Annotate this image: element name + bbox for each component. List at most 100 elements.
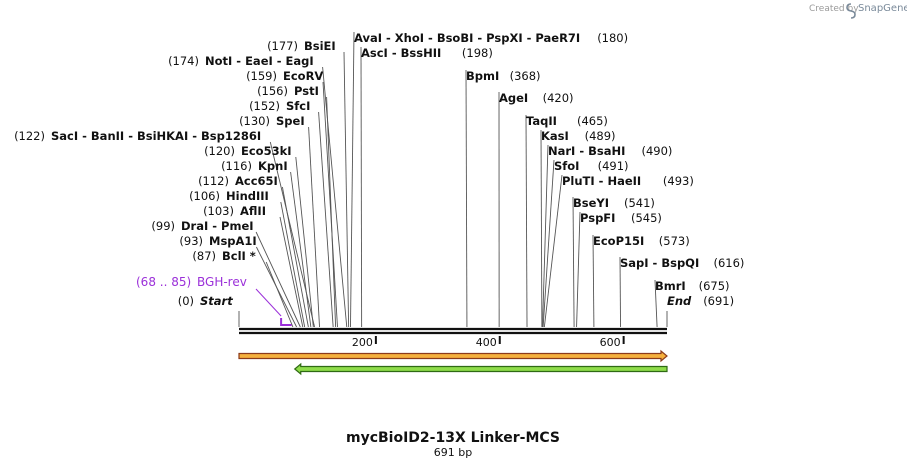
site-pos-kpni: (116) bbox=[221, 159, 252, 173]
leader-asci bbox=[360, 46, 363, 328]
leader-bmri bbox=[654, 279, 658, 328]
leader-sfoi bbox=[542, 159, 555, 328]
site-labels: Start(0)BclI *(87)MspA1I(93)DraI - PmeI(… bbox=[14, 31, 744, 308]
site-pos-spei: (130) bbox=[239, 114, 270, 128]
site-pos-mspa1i: (93) bbox=[179, 234, 203, 248]
site-pos-ecop15i: (573) bbox=[659, 234, 690, 248]
site-nari[interactable]: NarI - BsaHI bbox=[548, 144, 625, 158]
site-pos-drai: (99) bbox=[151, 219, 175, 233]
site-eco53ki[interactable]: Eco53kI bbox=[241, 144, 292, 158]
site-end[interactable]: End bbox=[667, 294, 692, 308]
primer-bgh-rev[interactable]: (68 .. 85) BGH-rev bbox=[136, 275, 292, 326]
tick-label-400: 400 bbox=[476, 336, 497, 349]
created-by-text: Created by bbox=[809, 4, 859, 14]
site-noti[interactable]: NotI - EaeI - EagI bbox=[205, 54, 314, 68]
forward-feature[interactable] bbox=[238, 349, 668, 363]
site-taqii[interactable]: TaqII bbox=[526, 114, 557, 128]
map-title: mycBioID2-13X Linker-MCS bbox=[346, 430, 560, 446]
leader-bseyi bbox=[572, 196, 575, 328]
site-pos-nari: (490) bbox=[642, 144, 673, 158]
primer-arrow-icon bbox=[280, 318, 292, 326]
features-track bbox=[238, 349, 668, 376]
site-pos-kasi: (489) bbox=[585, 129, 616, 143]
leader-ecop15i bbox=[592, 234, 595, 328]
leader-bsiei bbox=[343, 51, 350, 328]
site-aflii[interactable]: AflII bbox=[240, 204, 266, 218]
site-agei[interactable]: AgeI bbox=[499, 91, 528, 105]
site-sapi[interactable]: SapI - BspQI bbox=[620, 256, 699, 270]
site-saci[interactable]: SacI - BanII - BsiHKAI - Bsp1286I bbox=[51, 129, 261, 143]
leader-kasi bbox=[540, 129, 543, 328]
primer-range: (68 .. 85) bbox=[136, 275, 191, 289]
site-pos-agei: (420) bbox=[543, 91, 574, 105]
leader-noti bbox=[322, 66, 348, 328]
site-mspa1i[interactable]: MspA1I bbox=[209, 234, 257, 248]
leader-bcli bbox=[265, 261, 294, 328]
site-spei[interactable]: SpeI bbox=[276, 114, 305, 128]
primer-name: BGH-rev bbox=[197, 275, 247, 289]
site-start[interactable]: Start bbox=[200, 294, 233, 308]
leader-aflii bbox=[279, 216, 304, 328]
site-pos-ecorv: (159) bbox=[246, 69, 277, 83]
site-ecop15i[interactable]: EcoP15I bbox=[593, 234, 644, 248]
leader-nari bbox=[542, 144, 549, 328]
site-pos-saci: (122) bbox=[14, 129, 45, 143]
site-pspfi[interactable]: PspFI bbox=[580, 211, 615, 225]
site-pos-avai: (180) bbox=[597, 31, 628, 45]
site-pos-bmri: (675) bbox=[699, 279, 730, 293]
site-leaders bbox=[238, 31, 668, 328]
site-bcli[interactable]: BclI * bbox=[222, 249, 256, 263]
site-drai[interactable]: DraI - PmeI bbox=[181, 219, 254, 233]
site-pos-aflii: (103) bbox=[203, 204, 234, 218]
site-pos-sfoi: (491) bbox=[598, 159, 629, 173]
site-hindiii[interactable]: HindIII bbox=[226, 189, 269, 203]
leader-pluti bbox=[543, 174, 563, 328]
site-avai[interactable]: AvaI - XhoI - BsoBI - PspXI - PaeR7I bbox=[354, 31, 580, 45]
site-pos-asci: (198) bbox=[462, 46, 493, 60]
site-pos-start: (0) bbox=[178, 294, 194, 308]
site-acc65i[interactable]: Acc65I bbox=[235, 174, 278, 188]
site-pos-pspfi: (545) bbox=[631, 211, 662, 225]
site-pos-hindiii: (106) bbox=[189, 189, 220, 203]
tick-label-200: 200 bbox=[352, 336, 373, 349]
site-pluti[interactable]: PluTI - HaeII bbox=[562, 174, 641, 188]
site-bsiei[interactable]: BsiEI bbox=[304, 39, 336, 53]
leader-spei bbox=[308, 126, 320, 328]
leader-sfci bbox=[318, 111, 334, 328]
site-pos-pluti: (493) bbox=[663, 174, 694, 188]
site-bmri[interactable]: BmrI bbox=[655, 279, 686, 293]
map-length: 691 bp bbox=[434, 446, 472, 459]
leader-saci bbox=[269, 141, 316, 328]
site-pos-bseyi: (541) bbox=[624, 196, 655, 210]
site-pos-bsiei: (177) bbox=[267, 39, 298, 53]
sequence-backbone bbox=[239, 327, 667, 335]
site-pos-noti: (174) bbox=[168, 54, 199, 68]
site-kasi[interactable]: KasI bbox=[541, 129, 569, 143]
reverse-feature[interactable] bbox=[293, 362, 668, 376]
site-sfoi[interactable]: SfoI bbox=[554, 159, 579, 173]
tick-label-600: 600 bbox=[600, 336, 621, 349]
ruler-ticks: 200 400 600 bbox=[352, 336, 625, 349]
site-pos-bpmi: (368) bbox=[510, 69, 541, 83]
snapgene-brand: SnapGene bbox=[858, 3, 907, 14]
leader-taqii bbox=[525, 114, 528, 328]
site-pos-sfci: (152) bbox=[249, 99, 280, 113]
leader-pspfi bbox=[576, 211, 581, 328]
site-psti[interactable]: PstI bbox=[294, 84, 319, 98]
site-pos-sapi: (616) bbox=[714, 256, 745, 270]
leader-hindiii bbox=[280, 201, 306, 328]
site-pos-eco53ki: (120) bbox=[204, 144, 235, 158]
leader-bpmi bbox=[465, 69, 468, 328]
site-bpmi[interactable]: BpmI bbox=[466, 69, 499, 83]
leader-eco53ki bbox=[295, 156, 314, 328]
site-ecorv[interactable]: EcoRV bbox=[283, 69, 323, 83]
site-kpni[interactable]: KpnI bbox=[258, 159, 288, 173]
leader-kpni bbox=[290, 171, 312, 328]
leader-sapi bbox=[619, 256, 621, 328]
leader-avai bbox=[350, 31, 355, 328]
leader-ecorv bbox=[322, 81, 338, 328]
site-sfci[interactable]: SfcI bbox=[286, 99, 310, 113]
site-asci[interactable]: AscI - BssHII bbox=[361, 46, 441, 60]
site-bseyi[interactable]: BseYI bbox=[573, 196, 609, 210]
